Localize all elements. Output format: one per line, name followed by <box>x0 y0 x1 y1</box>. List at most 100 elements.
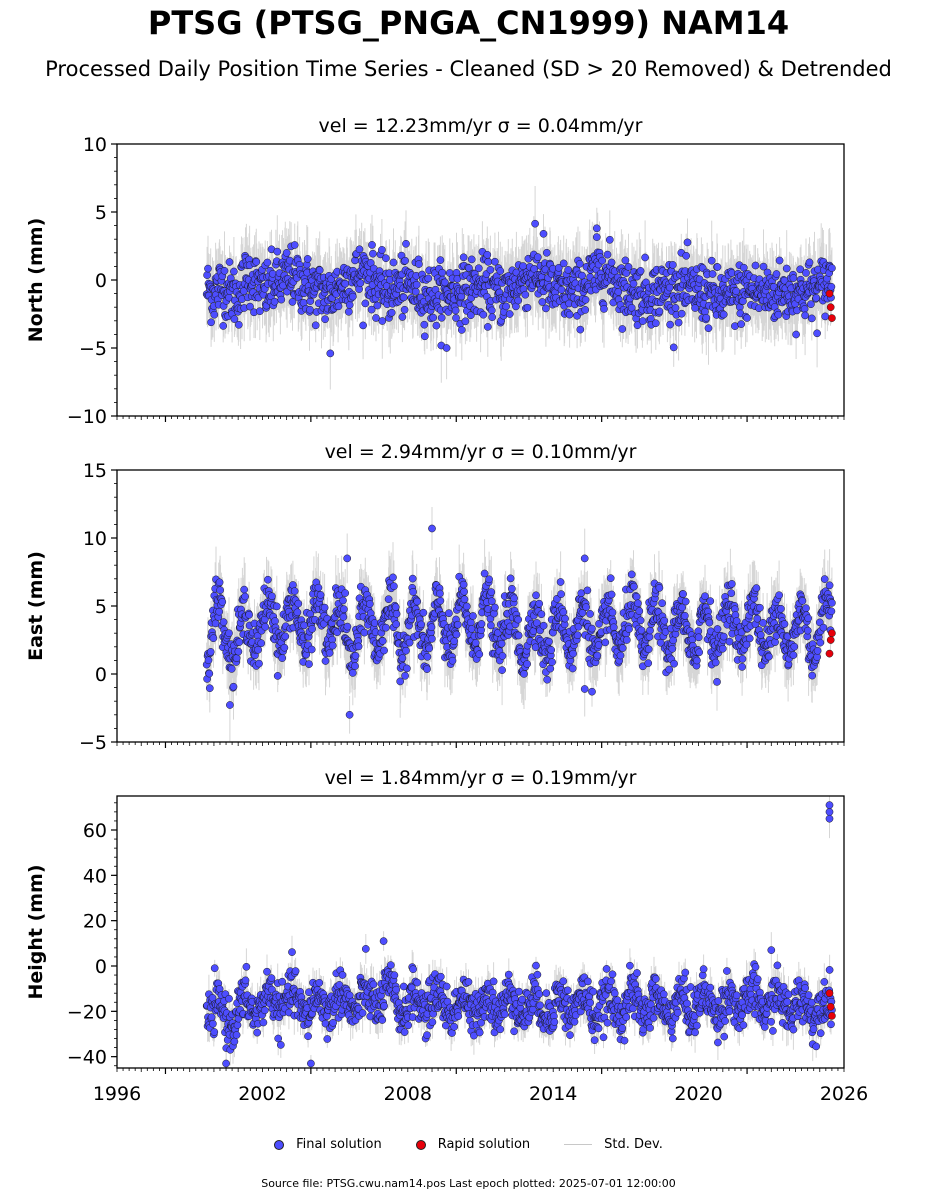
final-solution-point <box>624 263 633 271</box>
final-solution-point <box>693 1021 701 1030</box>
y-tick-label: −20 <box>67 1001 107 1023</box>
final-solution-point <box>694 633 703 642</box>
final-solution-point <box>616 651 625 660</box>
final-solution-point <box>378 317 387 325</box>
final-solution-point <box>539 229 548 238</box>
final-solution-point <box>436 596 445 605</box>
final-solution-point <box>246 302 254 311</box>
final-solution-point <box>610 989 619 998</box>
final-solution-point <box>345 710 354 719</box>
final-solution-point <box>204 264 212 273</box>
final-solution-point <box>457 326 466 334</box>
final-solution-point <box>389 573 397 582</box>
final-solution-point <box>828 599 836 607</box>
final-solution-point <box>320 603 329 612</box>
final-solution-point <box>479 310 488 319</box>
final-solution-point <box>530 265 539 273</box>
final-solution-point <box>477 1018 485 1027</box>
final-solution-point <box>602 965 611 973</box>
final-solution-point <box>645 633 654 641</box>
final-solution-point <box>505 310 514 318</box>
final-solution-point <box>459 253 468 262</box>
final-solution-point <box>386 961 395 969</box>
final-solution-point <box>400 1028 409 1036</box>
final-solution-point <box>774 310 783 319</box>
final-solution-point <box>355 245 364 254</box>
final-solution-point <box>568 664 577 673</box>
final-solution-point <box>727 589 736 598</box>
final-solution-point <box>713 263 722 271</box>
final-solution-point <box>812 294 821 302</box>
final-solution-point <box>756 631 765 639</box>
final-solution-point <box>436 589 444 598</box>
final-solution-point <box>341 279 350 288</box>
final-solution-point <box>497 639 506 648</box>
final-solution-point <box>325 649 334 657</box>
final-solution-point <box>625 625 633 633</box>
final-solution-point <box>737 320 746 328</box>
final-solution-point <box>227 665 236 673</box>
final-solution-point <box>789 274 798 282</box>
final-solution-point <box>486 265 495 274</box>
final-solution-point <box>576 325 585 334</box>
final-solution-point <box>218 598 227 606</box>
final-solution-point <box>727 580 736 588</box>
final-solution-point <box>608 608 617 617</box>
final-solution-point <box>215 607 224 616</box>
final-solution-point <box>428 1018 437 1026</box>
final-solution-point <box>278 654 287 662</box>
final-solution-point <box>670 659 678 668</box>
y-tick-label: 5 <box>95 596 107 618</box>
final-solution-point <box>756 603 764 612</box>
final-solution-point <box>718 644 727 653</box>
final-solution-point <box>556 578 565 586</box>
final-solution-point <box>389 258 398 267</box>
final-solution-point <box>496 1025 505 1034</box>
final-solution-point <box>607 258 616 267</box>
final-solution-point <box>702 313 711 322</box>
final-solution-point <box>491 257 499 266</box>
final-solution-point <box>636 267 645 275</box>
final-solution-point <box>606 574 615 583</box>
final-solution-point <box>825 581 834 590</box>
final-solution-point <box>358 1009 367 1017</box>
final-solution-point <box>593 651 602 660</box>
final-solution-point <box>618 325 627 333</box>
final-solution-point <box>647 1000 655 1009</box>
std-dev-bars <box>206 796 833 1068</box>
final-solution-point <box>314 583 323 592</box>
final-solution-point <box>280 643 289 652</box>
final-solution-point <box>707 256 716 265</box>
final-solution-point <box>743 314 751 322</box>
final-solution-point <box>581 295 590 304</box>
final-solution-point <box>627 303 636 312</box>
final-solution-point <box>403 664 411 673</box>
final-solution-point <box>706 983 715 992</box>
final-solution-point <box>396 677 405 686</box>
final-solution-point <box>400 305 409 314</box>
final-solution-point <box>607 977 615 986</box>
final-solution-point <box>233 1021 242 1029</box>
final-solution-point <box>745 634 754 643</box>
x-tick-label: 2026 <box>820 1083 868 1105</box>
final-solution-point <box>459 580 468 589</box>
final-solution-point <box>257 639 266 648</box>
final-solution-point <box>338 971 347 979</box>
final-solution-point <box>536 1001 544 1010</box>
final-solution-point <box>721 1017 729 1025</box>
final-solution-point <box>450 1022 459 1031</box>
final-solution-point <box>638 317 647 325</box>
final-solution-point <box>263 967 271 976</box>
final-solution-point <box>765 652 773 661</box>
final-solution-point <box>769 1027 777 1035</box>
final-solution-point <box>423 652 432 661</box>
final-solution-point <box>210 1028 219 1036</box>
final-solution-point <box>812 1042 821 1051</box>
rapid-solution-point <box>826 636 835 644</box>
final-solution-point <box>626 961 634 970</box>
final-solution-point <box>432 321 441 330</box>
final-solution-point <box>401 256 409 265</box>
final-solution-point <box>307 645 316 654</box>
final-solution-point <box>767 946 776 954</box>
final-solution-point <box>739 263 748 272</box>
